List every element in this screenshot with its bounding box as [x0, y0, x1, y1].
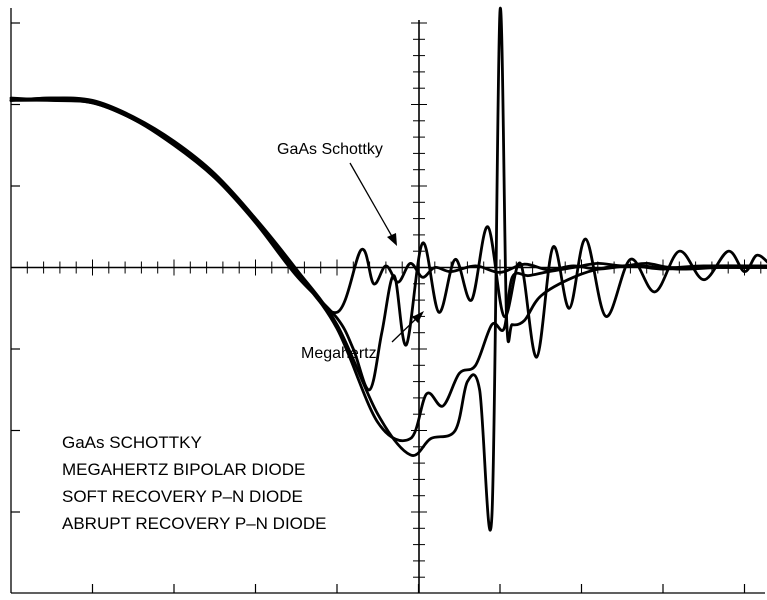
- legend-entry-megahertz-bipolar: MEGAHERTZ BIPOLAR DIODE: [62, 460, 305, 479]
- annotation-gaas-schottky: GaAs Schottky: [277, 141, 397, 246]
- annotation-gaas-schottky-arrowhead: [387, 233, 397, 246]
- trace-abrupt-recovery-p-n-diode: [9, 6, 767, 532]
- annotation-megahertz: Megahertz: [301, 311, 424, 362]
- annotation-megahertz-arrow: [391, 315, 420, 343]
- traces-group: [9, 6, 767, 532]
- annotation-megahertz-label: Megahertz: [301, 345, 377, 362]
- legend: GaAs SCHOTTKY MEGAHERTZ BIPOLAR DIODE SO…: [62, 433, 327, 533]
- trace-megahertz-bipolar-diode: [9, 98, 767, 392]
- annotation-gaas-schottky-arrow: [349, 162, 395, 241]
- legend-entry-abrupt-recovery: ABRUPT RECOVERY P–N DIODE: [62, 514, 327, 533]
- annotation-megahertz-arrowhead: [412, 311, 424, 323]
- trace-gaas-schottky: [9, 96, 767, 314]
- legend-entry-soft-recovery: SOFT RECOVERY P–N DIODE: [62, 487, 303, 506]
- legend-entry-gaas-schottky: GaAs SCHOTTKY: [62, 433, 202, 452]
- annotation-gaas-schottky-label: GaAs Schottky: [277, 141, 383, 158]
